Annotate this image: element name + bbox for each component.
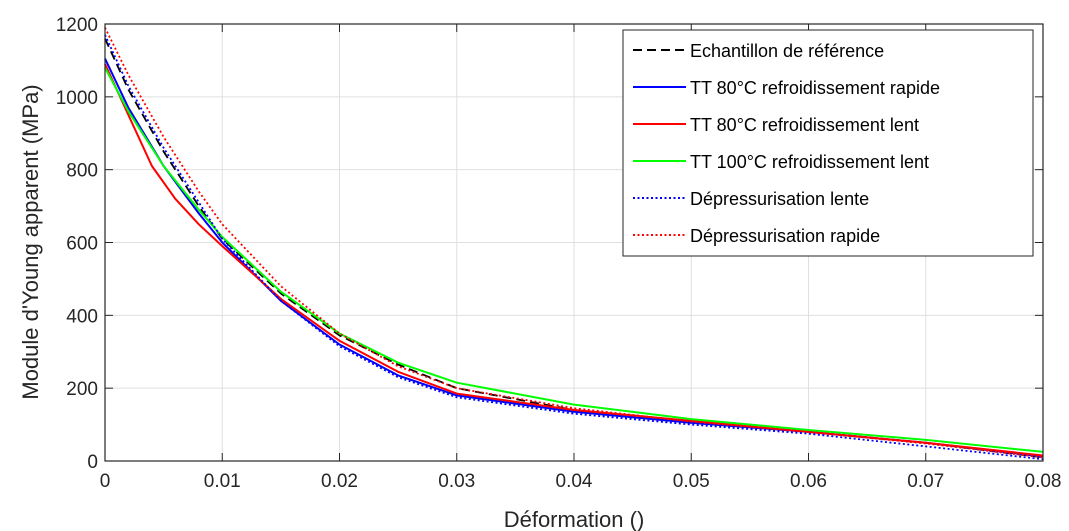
- x-tick-label: 0.01: [204, 471, 241, 492]
- y-tick-label: 400: [66, 306, 98, 327]
- y-tick-label: 0: [87, 452, 98, 473]
- x-tick-label: 0.05: [673, 471, 710, 492]
- series-line-4: [104, 67, 1044, 453]
- legend-label-3: TT 80°C refroidissement lent: [690, 115, 919, 135]
- x-tick-label: 0.06: [790, 471, 827, 492]
- series-line-3: [104, 63, 1044, 457]
- x-tick-label: 0.02: [321, 471, 358, 492]
- x-tick-label: 0.08: [1025, 471, 1062, 492]
- y-tick-label: 200: [66, 379, 98, 400]
- x-axis-label: Déformation (): [504, 507, 645, 531]
- tick-labels: 0 0.01 0.02 0.03 0.04 0.05 0.06 0.07 0.08 0 200 400…: [56, 15, 1062, 492]
- series-line-6: [104, 27, 1044, 459]
- y-tick-label: 800: [66, 161, 98, 182]
- legend-label-4: TT 100°C refroidissement lent: [690, 152, 929, 172]
- legend-label-6: Dépressurisation rapide: [690, 226, 880, 246]
- y-axis-label: Module d'Young apparent (MPa): [18, 84, 43, 399]
- x-tick-label: 0.07: [907, 471, 944, 492]
- x-tick-label: 0.03: [438, 471, 475, 492]
- series-layer: [104, 27, 1044, 461]
- legend-box: [622, 29, 1034, 257]
- y-tick-label: 600: [66, 234, 98, 255]
- x-tick-label: 0: [100, 471, 111, 492]
- legend-label-5: Dépressurisation lente: [690, 189, 869, 209]
- series-line-5: [104, 34, 1044, 461]
- x-tick-label: 0.04: [556, 471, 593, 492]
- legend: Echantillon de référence TT 80°C refroidi…: [622, 29, 1034, 257]
- legend-label-1: Echantillon de référence: [690, 41, 884, 61]
- y-tick-label: 1000: [56, 88, 98, 109]
- y-tick-label: 1200: [56, 15, 98, 36]
- ticks: [104, 23, 1044, 462]
- legend-label-2: TT 80°C refroidissement rapide: [690, 78, 940, 98]
